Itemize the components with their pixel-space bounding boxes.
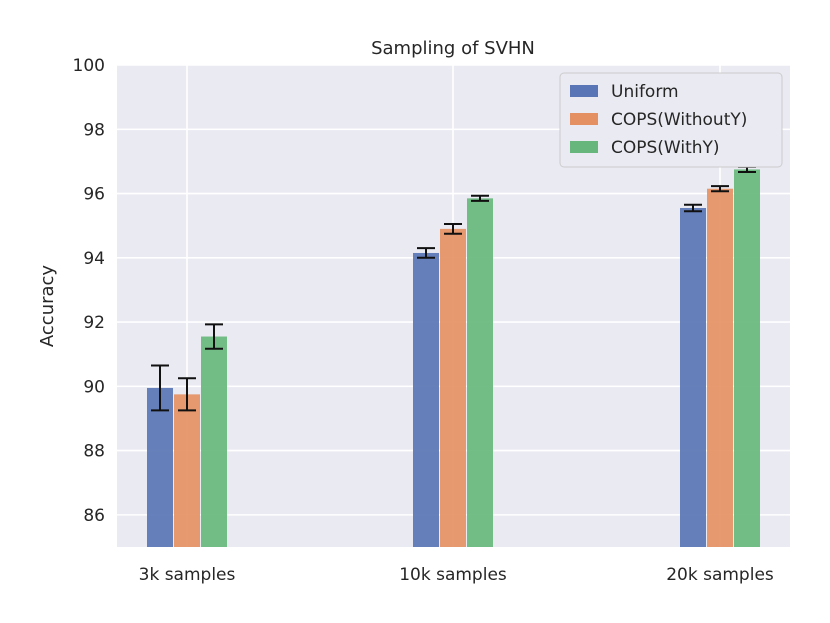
bar-series-group <box>147 169 760 548</box>
legend-label: COPS(WithY) <box>611 138 720 158</box>
chart-title: Sampling of SVHN <box>371 38 535 59</box>
legend-swatch <box>570 141 598 153</box>
y-tick-label: 90 <box>83 377 105 397</box>
legend-label: COPS(WithoutY) <box>611 110 747 130</box>
y-tick-label: 98 <box>83 120 105 140</box>
bar <box>413 252 439 548</box>
legend: Uniform COPS(WithoutY) COPS(WithY) <box>559 72 783 168</box>
y-tick-label: 100 <box>73 56 105 76</box>
legend-swatch <box>570 85 598 97</box>
bar <box>174 394 200 547</box>
bar <box>680 207 706 547</box>
y-axis-title: Accuracy <box>37 265 58 348</box>
y-tick-label: 92 <box>83 313 105 333</box>
bar <box>707 188 733 548</box>
bar <box>201 336 227 547</box>
y-tick-label: 96 <box>83 185 105 205</box>
x-tick-label: 10k samples <box>399 565 507 585</box>
bar <box>734 169 760 547</box>
bar <box>440 228 466 547</box>
error-bar-group <box>151 165 756 412</box>
bar <box>147 387 173 547</box>
bar <box>467 198 493 547</box>
y-tick-label: 94 <box>83 249 105 269</box>
x-tick-label: 3k samples <box>139 565 236 585</box>
legend-frame <box>559 72 783 168</box>
y-tick-label: 88 <box>83 442 105 462</box>
legend-label: Uniform <box>611 82 679 102</box>
y-tick-labels: 86 88 90 92 94 96 98 100 <box>73 56 105 526</box>
legend-swatch <box>570 113 598 125</box>
x-tick-label: 20k samples <box>666 565 774 585</box>
y-tick-label: 86 <box>83 506 105 526</box>
x-tick-labels: 3k samples 10k samples 20k samples <box>139 565 774 585</box>
